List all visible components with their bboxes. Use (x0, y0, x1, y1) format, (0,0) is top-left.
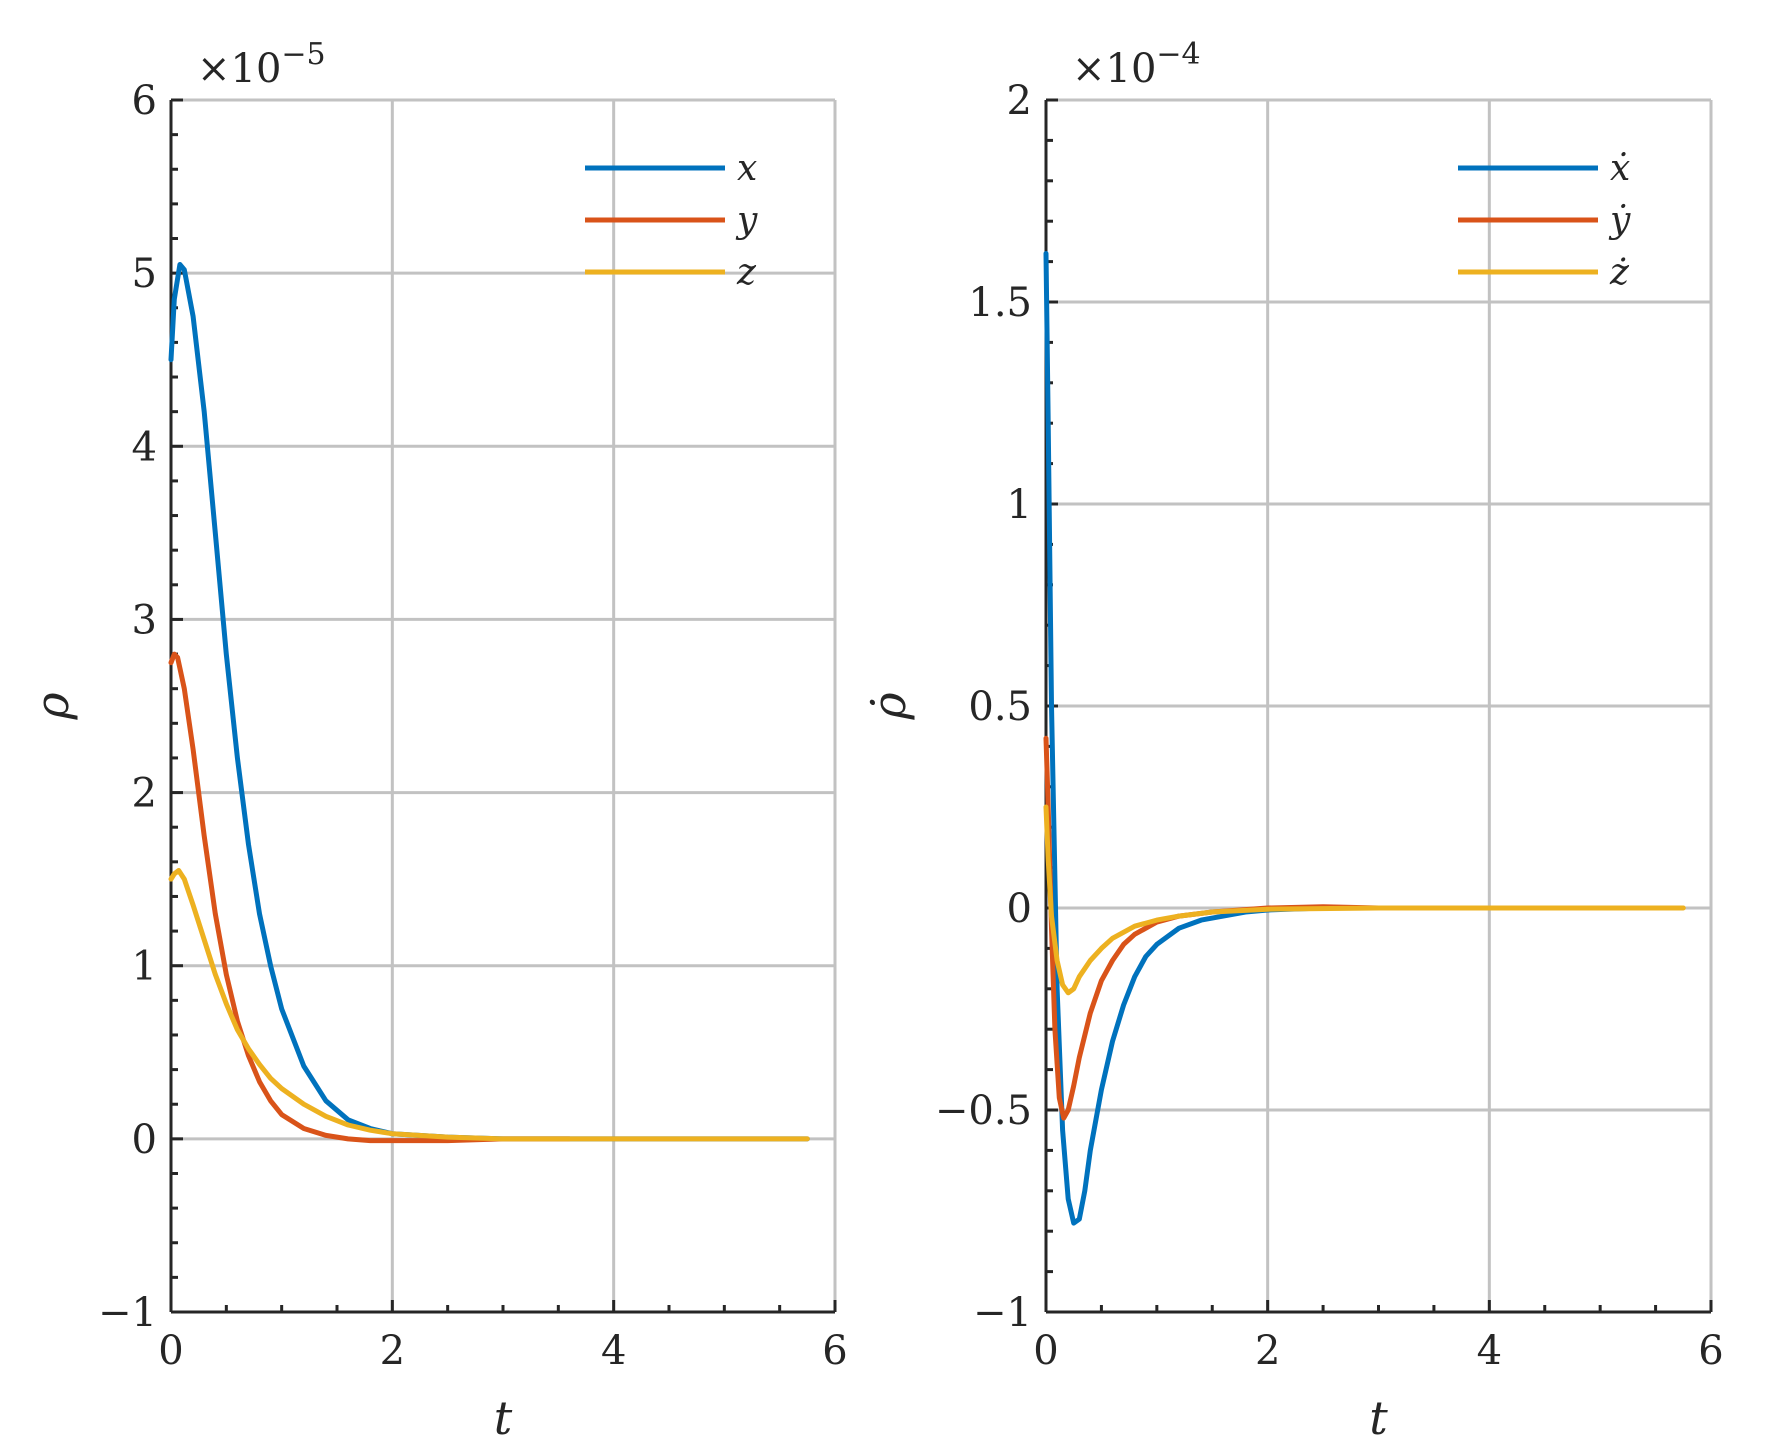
y-tick-label: 5 (132, 251, 157, 297)
legend-entry-label: ẋ (1610, 148, 1630, 189)
legend-entry-label: y (735, 200, 758, 241)
x-axis-label: t (494, 1391, 513, 1445)
y-exponent-label: ×10−5 (197, 37, 326, 92)
y-axis-label: ρ (25, 692, 79, 720)
y-tick-label: 0 (1007, 886, 1032, 932)
y-tick-label: 1 (1007, 482, 1032, 528)
tick-marks (169, 98, 837, 1314)
x-axis-label: t (1369, 1391, 1388, 1445)
legend-entry-label: ż (1609, 252, 1630, 293)
y-exponent-label: ×10−4 (1072, 37, 1201, 92)
series-line-3 (168, 868, 810, 1142)
right-panel: 0 2 4 6 −1 −0.5 0 0.5 1 1.5 2 ×10−4 t ρ̇ ẋẏż (862, 37, 1724, 1445)
series-line-2 (168, 651, 572, 1144)
legend: ẋẏż (1458, 148, 1631, 293)
y-tick-label: 4 (132, 424, 157, 470)
series-line-1 (168, 262, 810, 1142)
series-line-1 (1043, 251, 1459, 1226)
y-tick-label: 1.5 (968, 280, 1032, 326)
series-line-3 (1043, 804, 1686, 996)
y-exponent-power: −5 (281, 37, 325, 72)
y-exponent-base: ×10 (1072, 46, 1156, 92)
y-tick-label: 2 (132, 771, 157, 817)
x-tick-label: 0 (158, 1328, 183, 1374)
x-tick-label: 0 (1033, 1328, 1058, 1374)
series-lines (1043, 251, 1686, 1226)
y-axis-label: ρ̇ (862, 692, 916, 720)
y-tick-label: 0.5 (968, 684, 1032, 730)
y-tick-label: −1 (973, 1290, 1032, 1336)
legend-entry-label: x (737, 148, 757, 189)
x-tick-label: 4 (1477, 1328, 1502, 1374)
grid (169, 98, 837, 1314)
y-tick-label: 1 (132, 944, 157, 990)
y-exponent-power: −4 (1156, 37, 1200, 72)
y-tick-label: 0 (132, 1117, 157, 1163)
series-lines (168, 262, 810, 1144)
x-tick-label: 6 (1698, 1328, 1723, 1374)
legend: xyz (585, 148, 758, 293)
y-tick-label: −1 (98, 1290, 157, 1336)
legend-entry-label: z (736, 252, 757, 293)
y-exponent-base: ×10 (197, 46, 281, 92)
y-tick-label: 2 (1007, 78, 1032, 124)
y-tick-label: 6 (132, 78, 157, 124)
y-tick-label: −0.5 (935, 1088, 1032, 1134)
x-tick-label: 6 (822, 1328, 847, 1374)
x-tick-label: 2 (380, 1328, 405, 1374)
legend-entry-label: ẏ (1608, 200, 1631, 241)
x-tick-label: 2 (1255, 1328, 1280, 1374)
y-tick-label: 3 (132, 597, 157, 643)
x-tick-label: 4 (601, 1328, 626, 1374)
